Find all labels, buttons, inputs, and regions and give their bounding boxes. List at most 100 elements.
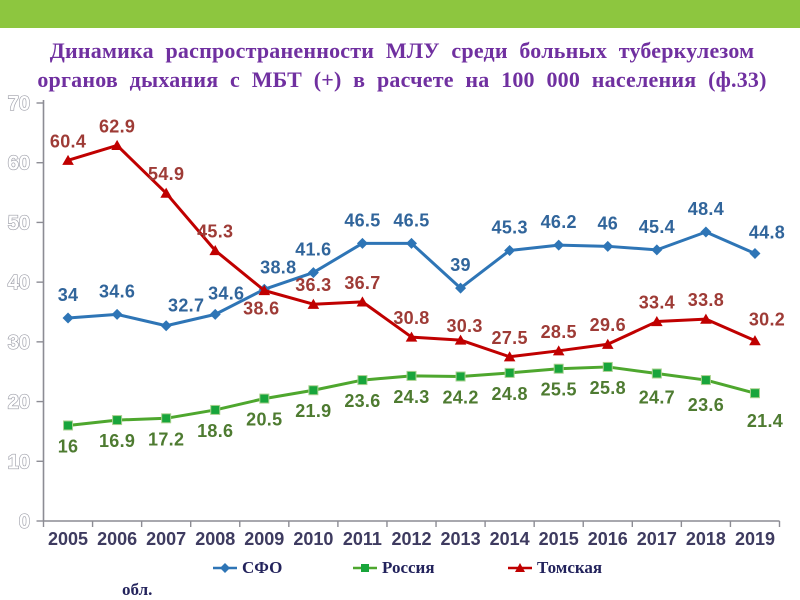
data-label: 16 (58, 436, 79, 456)
data-label: 30.3 (446, 316, 482, 336)
data-label: 34 (58, 285, 79, 305)
data-label: 62.9 (99, 116, 135, 136)
data-label: 46.2 (541, 212, 577, 232)
data-label: 60.4 (50, 131, 86, 151)
triangle-marker-icon (454, 334, 467, 345)
square-marker-icon (455, 371, 466, 382)
triangle-marker-icon (356, 296, 369, 307)
x-tick-label: 2013 (441, 529, 481, 549)
square-marker-icon (63, 420, 74, 431)
square-marker-icon (112, 415, 123, 426)
data-label: 21.9 (295, 401, 331, 421)
y-tick-label: 0 (19, 511, 30, 533)
triangle-marker-icon (258, 285, 271, 296)
data-label: 21.4 (747, 411, 783, 431)
data-label: 46.5 (344, 210, 380, 230)
x-tick-label: 2008 (195, 529, 235, 549)
data-label: 24.3 (393, 387, 429, 407)
legend-label: Россия (382, 558, 435, 577)
triangle-marker-icon (307, 298, 320, 309)
data-label: 17.2 (148, 429, 184, 449)
triangle-marker-icon (503, 351, 516, 362)
data-label: 24.7 (639, 388, 675, 408)
slide-title-line-2: органов дыхания с МБТ (+) в расчете на 1… (37, 67, 767, 92)
data-label: 28.5 (541, 322, 577, 342)
triangle-marker-icon (405, 331, 418, 342)
data-label: 38.6 (243, 299, 279, 319)
data-label: 36.3 (295, 275, 331, 295)
square-marker-icon (357, 375, 368, 386)
y-tick-label: 10 (8, 451, 30, 473)
triangle-marker-icon (160, 187, 172, 198)
x-tick-label: 2018 (686, 529, 726, 549)
triangle-marker-icon (62, 154, 74, 165)
diamond-marker-icon (749, 247, 761, 259)
data-label: 38.8 (260, 257, 296, 277)
triangle-marker-icon (700, 313, 712, 324)
square-marker-icon (406, 370, 417, 381)
diamond-marker-icon (62, 312, 74, 324)
diamond-marker-icon (553, 239, 565, 251)
data-label: 29.6 (590, 315, 626, 335)
triangle-marker-icon (651, 316, 663, 327)
data-label: 46 (597, 213, 618, 233)
data-label: 20.5 (246, 410, 282, 430)
data-label: 24.2 (442, 387, 478, 407)
data-label: 41.6 (295, 240, 331, 260)
y-tick-labels: 0 10 20 30 40 50 60 70 (7, 92, 44, 534)
x-tick-label: 2010 (293, 529, 333, 549)
diamond-marker-icon (455, 282, 467, 294)
data-label: 46.5 (393, 210, 429, 230)
data-label: 27.5 (492, 328, 528, 348)
data-label: 39 (450, 255, 471, 275)
data-label: 45.4 (639, 217, 675, 237)
data-label: 48.4 (688, 199, 724, 219)
series-2-data-labels: 16 16.9 17.2 18.6 20.5 21.9 23.6 24.3 24.2 24.8 25… (58, 378, 783, 457)
diamond-marker-icon (160, 320, 172, 332)
data-label: 44.8 (749, 222, 785, 242)
axes (42, 100, 781, 527)
data-label: 34.6 (99, 281, 135, 301)
data-label: 24.8 (492, 384, 528, 404)
square-marker-icon (259, 393, 270, 404)
x-tick-label: 2007 (146, 529, 186, 549)
x-tick-label: 2011 (343, 529, 382, 549)
data-label: 25.5 (541, 380, 577, 400)
series-1-diamond (62, 226, 761, 332)
triangle-marker-icon (749, 335, 761, 346)
triangle-marker-icon (552, 345, 565, 356)
x-tick-label: 2005 (48, 529, 88, 549)
series-2-square (63, 361, 760, 431)
x-tick-label: 2006 (97, 529, 137, 549)
legend-item-3: Томская (508, 558, 602, 578)
x-tick-labels: 2005 2006 2007 2008 2009 2010 2011 2012 2013 2014… (48, 529, 775, 549)
square-marker-icon (210, 404, 221, 415)
x-tick-label: 2014 (490, 529, 530, 549)
data-label: 16.9 (99, 431, 135, 451)
data-label: 33.4 (639, 293, 675, 313)
x-tick-label: 2009 (244, 529, 284, 549)
slide-title: Динамика распространенности МЛУ среди бо… (26, 36, 778, 94)
triangle-marker-icon (601, 338, 614, 349)
y-tick-label: 40 (8, 272, 30, 294)
square-marker-icon (161, 413, 172, 424)
legend-item-1: СФО (213, 558, 282, 578)
square-marker-icon (504, 367, 515, 378)
data-label: 36.7 (344, 273, 380, 293)
triangle-marker-icon (111, 139, 123, 150)
slide-title-line-1: Динамика распространенности МЛУ среди бо… (49, 38, 755, 63)
square-marker-icon (749, 388, 760, 399)
data-label: 34.6 (208, 283, 244, 303)
square-marker-icon (651, 368, 662, 379)
legend-label: Томская (537, 558, 603, 577)
series-3-triangle (62, 139, 761, 362)
legend-wrapped-label-obl: обл. (122, 580, 153, 599)
data-label: 30.8 (393, 308, 429, 328)
series-3-data-labels: 60.4 62.9 54.9 45.3 38.6 36.3 36.7 30.8 30.3 27.5… (50, 116, 785, 347)
data-label: 23.6 (344, 391, 380, 411)
y-tick-label: 20 (8, 392, 30, 414)
triangle-marker-icon (209, 244, 222, 256)
square-marker-icon (602, 361, 613, 372)
